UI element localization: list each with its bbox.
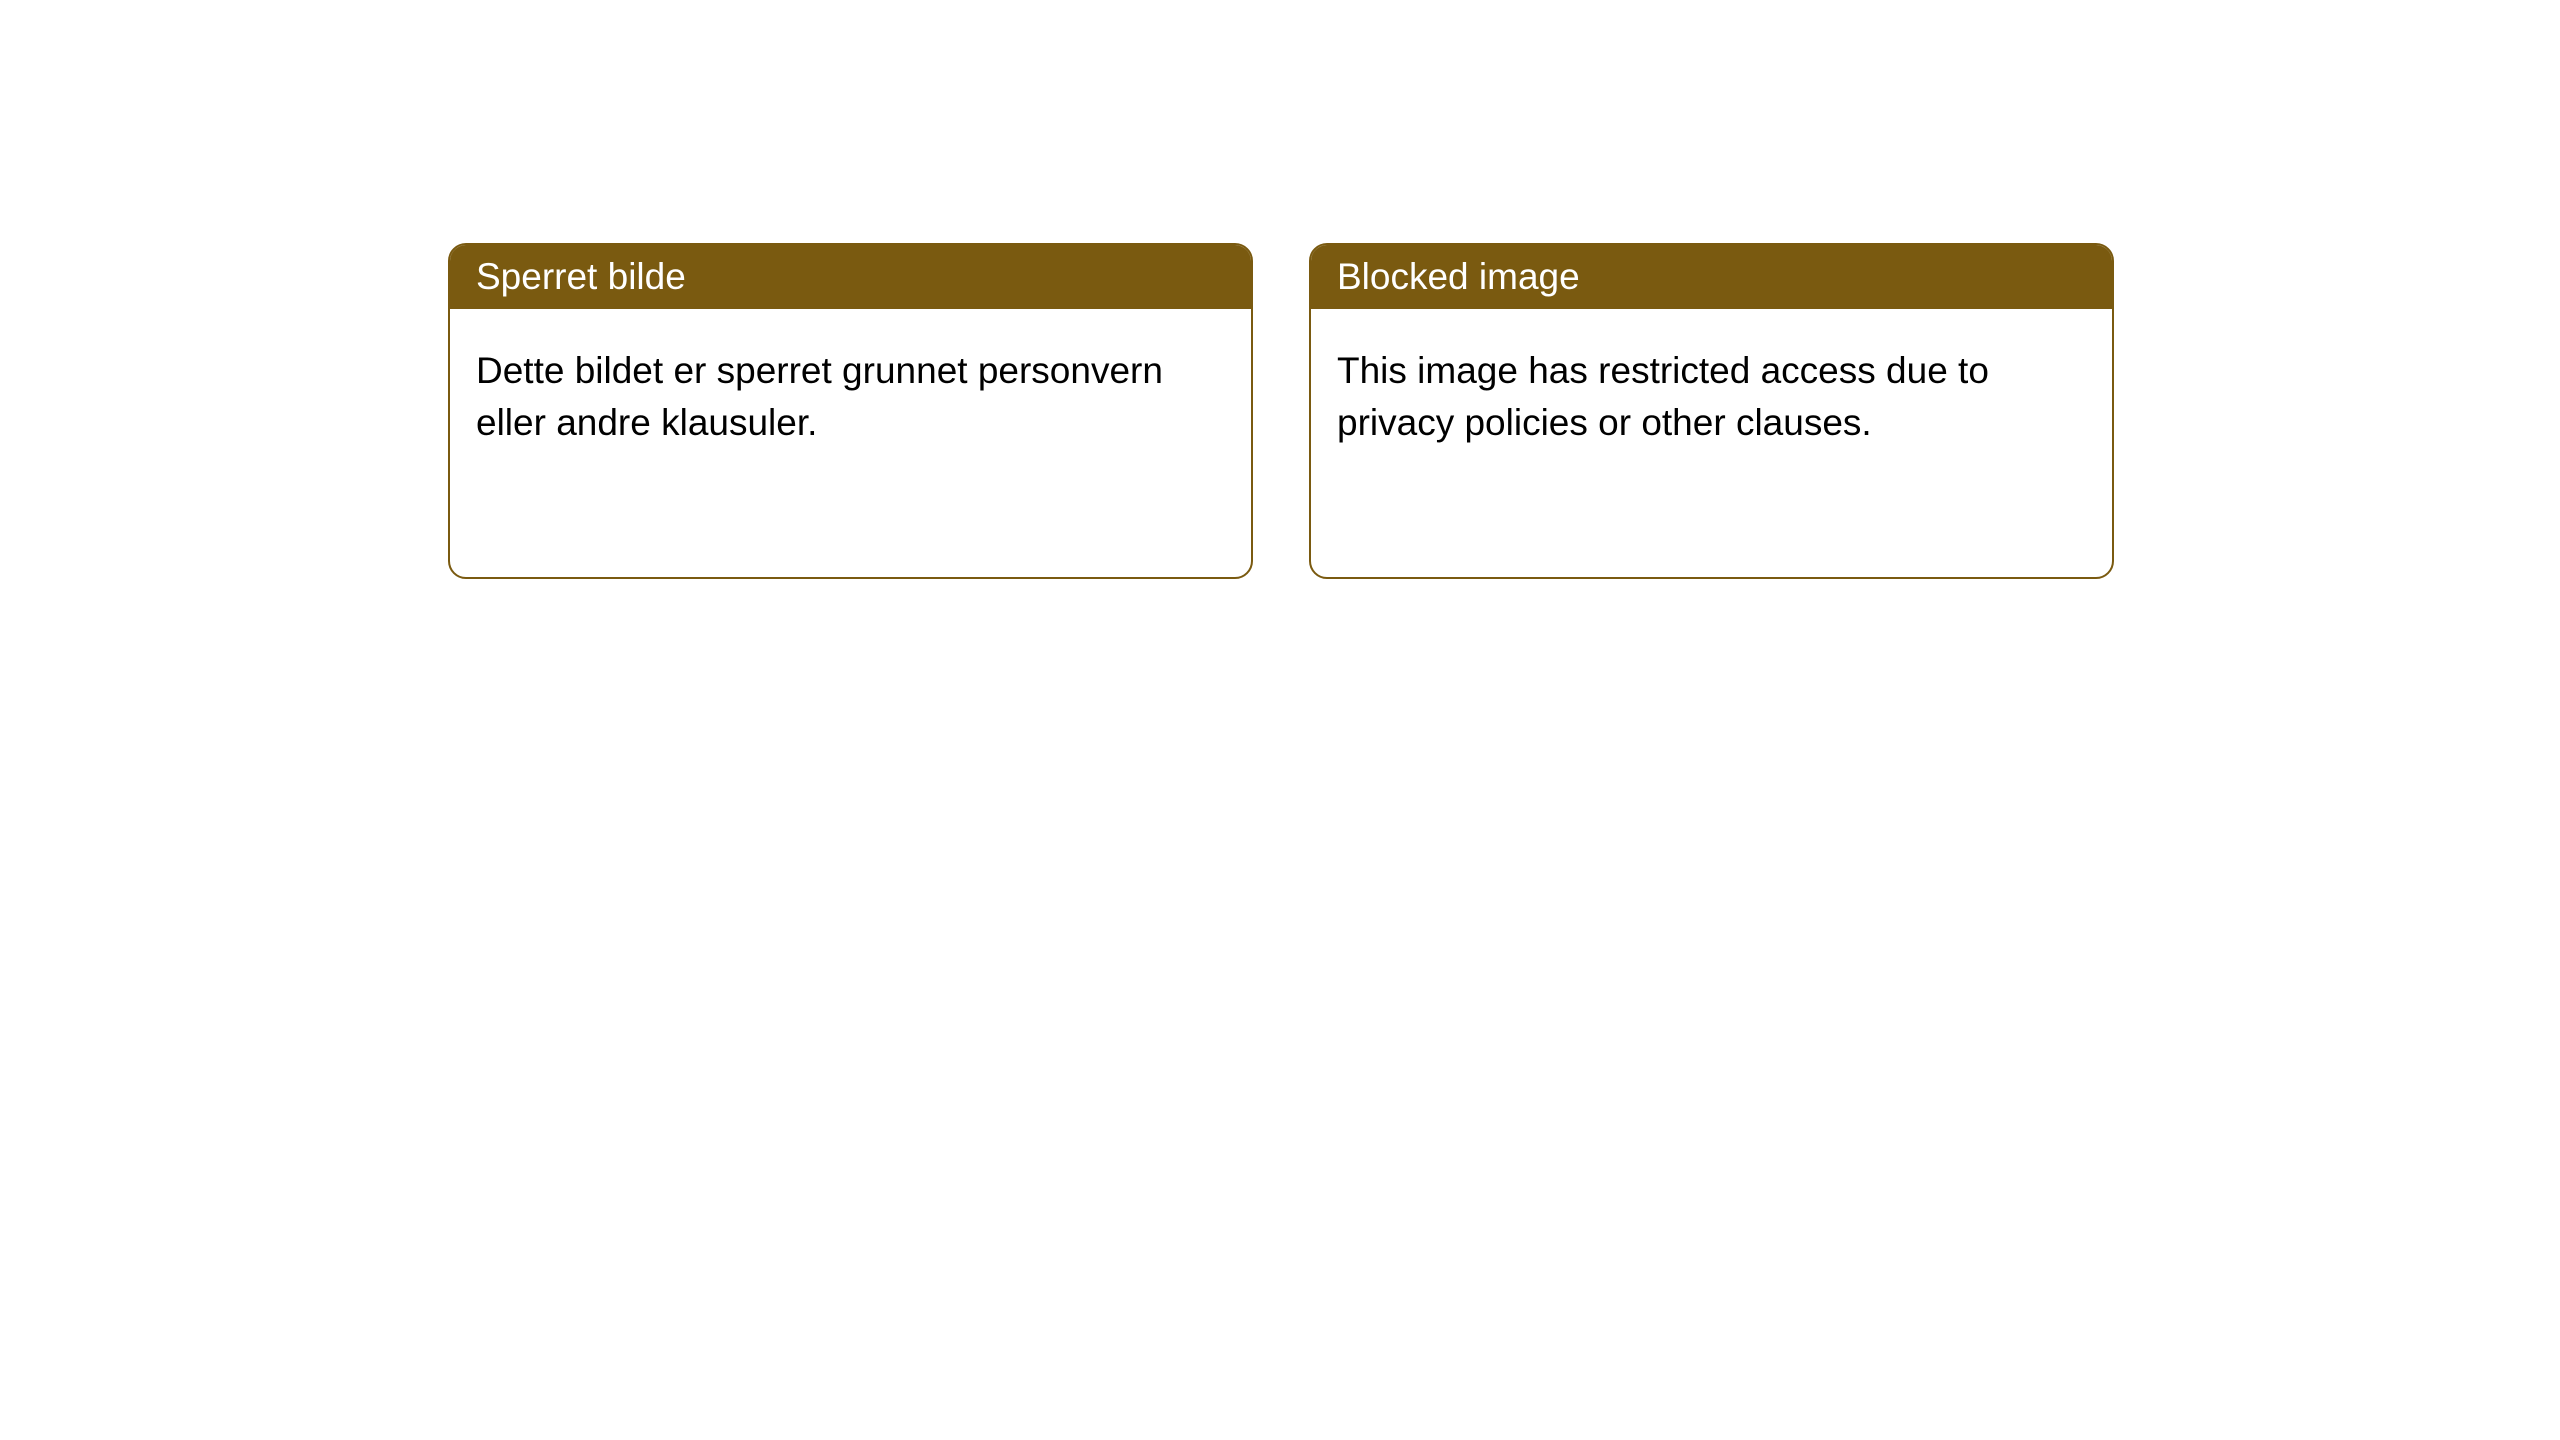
blocked-image-card-english: Blocked image This image has restricted … <box>1309 243 2114 579</box>
blocked-image-card-norwegian: Sperret bilde Dette bildet er sperret gr… <box>448 243 1253 579</box>
card-header: Blocked image <box>1311 245 2112 309</box>
card-body: This image has restricted access due to … <box>1311 309 2112 485</box>
card-body-text: Dette bildet er sperret grunnet personve… <box>476 350 1163 443</box>
cards-container: Sperret bilde Dette bildet er sperret gr… <box>448 243 2114 579</box>
card-body-text: This image has restricted access due to … <box>1337 350 1989 443</box>
card-header: Sperret bilde <box>450 245 1251 309</box>
card-title: Sperret bilde <box>476 256 686 297</box>
card-title: Blocked image <box>1337 256 1580 297</box>
card-body: Dette bildet er sperret grunnet personve… <box>450 309 1251 485</box>
